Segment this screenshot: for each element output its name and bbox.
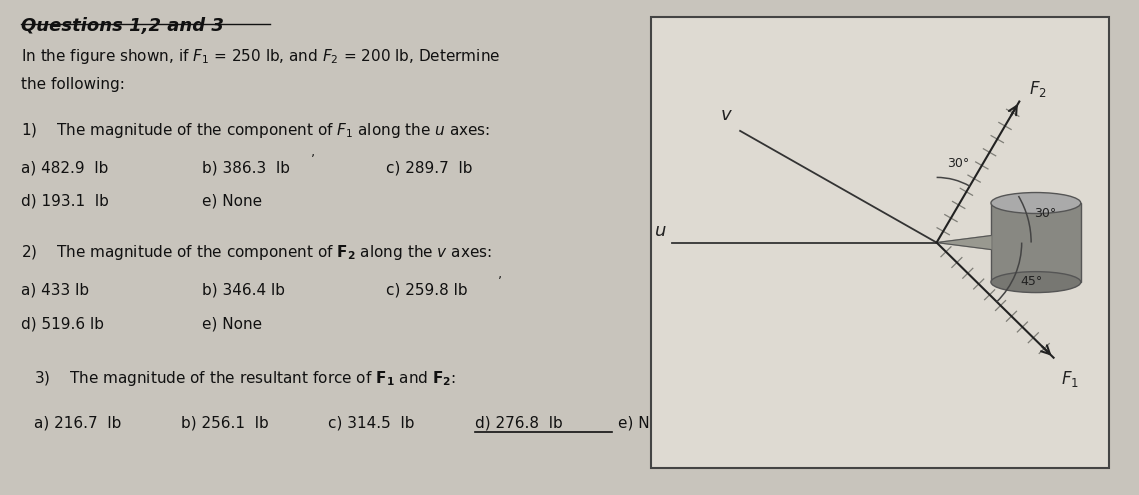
Text: d) 193.1  lb: d) 193.1 lb (21, 193, 108, 208)
Text: 2)    The magnitude of the component of $\mathbf{F_2}$ along the $v$ axes:: 2) The magnitude of the component of $\m… (21, 243, 491, 261)
Text: 30°: 30° (1034, 207, 1056, 220)
Bar (991, 203, 1081, 282)
Text: $u$: $u$ (654, 222, 666, 240)
Polygon shape (936, 236, 991, 249)
Text: 3)    The magnitude of the resultant force of $\mathbf{F_1}$ and $\mathbf{F_2}$:: 3) The magnitude of the resultant force … (34, 369, 457, 388)
Text: d) 519.6 lb: d) 519.6 lb (21, 317, 104, 332)
Text: e) None: e) None (202, 317, 262, 332)
Text: 30°: 30° (947, 157, 969, 170)
Text: b) 256.1  lb: b) 256.1 lb (181, 416, 269, 431)
Text: c) 314.5  lb: c) 314.5 lb (328, 416, 415, 431)
Text: $F_1$: $F_1$ (1060, 369, 1079, 390)
Text: b) 386.3  lb: b) 386.3 lb (202, 161, 289, 176)
Text: e) None: e) None (618, 416, 679, 431)
Text: Questions 1,2 and 3: Questions 1,2 and 3 (21, 17, 223, 35)
Text: $F_2$: $F_2$ (1029, 79, 1047, 99)
Text: 1)    The magnitude of the component of $F_1$ along the $u$ axes:: 1) The magnitude of the component of $F_… (21, 121, 490, 140)
Text: a) 216.7  lb: a) 216.7 lb (34, 416, 122, 431)
Text: e) None: e) None (202, 193, 262, 208)
Text: c) 289.7  lb: c) 289.7 lb (386, 161, 473, 176)
Text: the following:: the following: (21, 77, 124, 92)
Text: In the figure shown, if $F_1$ = 250 lb, and $F_2$ = 200 lb, Determine: In the figure shown, if $F_1$ = 250 lb, … (21, 47, 500, 66)
Text: ʼ: ʼ (311, 153, 316, 166)
Text: 45°: 45° (1021, 275, 1043, 288)
Text: $v$: $v$ (720, 106, 734, 124)
Ellipse shape (991, 272, 1081, 293)
Ellipse shape (991, 193, 1081, 213)
Text: c) 259.8 lb: c) 259.8 lb (386, 282, 468, 297)
Text: a) 482.9  lb: a) 482.9 lb (21, 161, 108, 176)
Text: b) 346.4 lb: b) 346.4 lb (202, 282, 285, 297)
Text: a) 433 lb: a) 433 lb (21, 282, 89, 297)
Text: d) 276.8  lb: d) 276.8 lb (475, 416, 563, 431)
Text: ʼ: ʼ (498, 275, 501, 288)
